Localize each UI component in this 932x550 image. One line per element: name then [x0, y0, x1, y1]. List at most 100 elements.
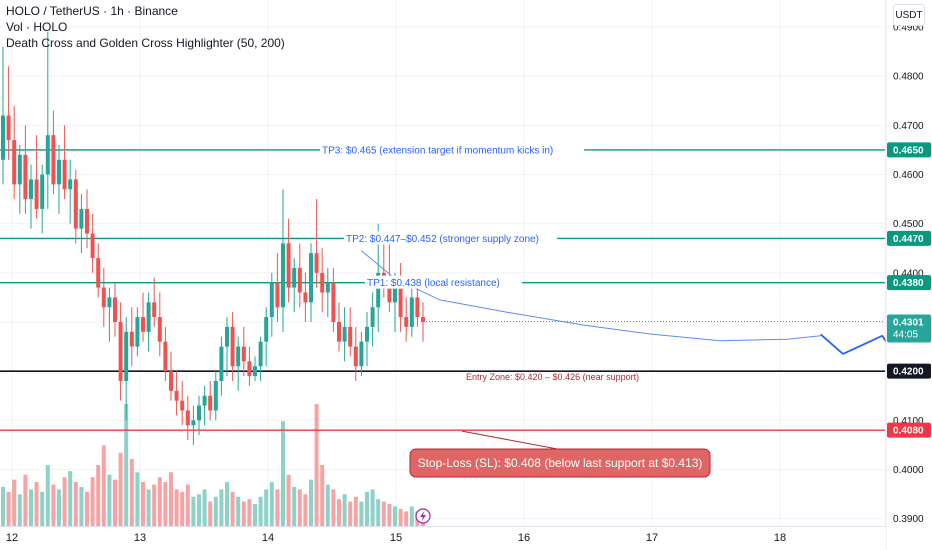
volume-bar	[1, 486, 5, 526]
candle-body	[387, 282, 392, 303]
candle	[241, 326, 246, 377]
candle-body	[6, 115, 11, 141]
candle-body	[258, 341, 263, 367]
cross-indicator-label[interactable]: Death Cross and Golden Cross Highlighter…	[6, 36, 285, 50]
tp3-price-badge: 0.4650	[887, 142, 931, 158]
stop-price-badge: 0.4080	[887, 422, 931, 438]
volume-bar	[185, 484, 190, 526]
candle	[370, 292, 375, 347]
candle-body	[79, 208, 84, 229]
lightning-icon	[415, 508, 431, 524]
candle-body	[146, 302, 151, 332]
volume-bar	[325, 484, 330, 526]
candle	[236, 336, 241, 391]
candle	[163, 326, 168, 381]
candle-body	[174, 390, 179, 401]
badge-text: 0.4470	[893, 234, 924, 245]
tp1-label-text: TP1: $0.438 (local resistance)	[367, 278, 500, 289]
volume-bar	[90, 477, 95, 526]
candle-body	[342, 326, 347, 342]
entry-label-text: Entry Zone: $0.420 – $0.426 (near suppor…	[466, 372, 639, 382]
candle	[23, 125, 28, 214]
price-tick-label: 0.4500	[893, 219, 924, 230]
volume-bar	[157, 477, 162, 526]
volume-bar	[337, 499, 341, 526]
candle	[197, 395, 201, 436]
candle	[314, 199, 319, 288]
volume-bar	[146, 489, 151, 526]
candle-body	[101, 287, 106, 308]
candle	[208, 380, 213, 421]
candle	[12, 105, 17, 200]
candle-body	[208, 395, 213, 411]
candle	[29, 164, 33, 229]
candle-body	[197, 405, 201, 421]
volume-bar	[309, 479, 313, 526]
candle	[331, 267, 336, 332]
currency-unit-label[interactable]: USDT	[893, 4, 925, 26]
volume-bar	[101, 445, 106, 526]
symbol-title[interactable]: HOLO / TetherUS · 1h · Binance	[6, 4, 178, 18]
candle-body	[303, 292, 308, 303]
volume-bar	[174, 489, 179, 526]
volume-bar	[320, 465, 325, 526]
candle-body	[213, 380, 218, 411]
candle-body	[12, 140, 17, 185]
candle	[113, 282, 117, 337]
candle-body	[241, 346, 246, 362]
price-tick-label: 0.4400	[893, 268, 924, 279]
candle-body	[404, 317, 409, 327]
candle-body	[230, 326, 235, 367]
volume-bar	[141, 482, 145, 526]
stop-callout-box	[409, 448, 711, 478]
candle	[202, 385, 207, 426]
candle	[107, 287, 112, 342]
badge-background	[887, 230, 931, 246]
candle	[101, 267, 106, 327]
tp2-price-badge: 0.4470	[887, 230, 931, 246]
volume-bar	[376, 499, 381, 526]
candle-body	[157, 317, 162, 342]
volume-bar	[113, 479, 117, 526]
candle-body	[370, 307, 375, 327]
volume-bar	[387, 504, 392, 526]
time-tick-label: 12	[6, 532, 18, 544]
candle-body	[129, 331, 134, 347]
volume-indicator-label[interactable]: Vol · HOLO	[6, 20, 68, 34]
price-levels	[0, 149, 885, 431]
price-tick-label: 0.4900	[893, 23, 924, 34]
candle	[225, 317, 229, 377]
volume-bar	[17, 494, 22, 526]
candle-body	[163, 341, 168, 372]
time-tick-label: 16	[518, 532, 530, 544]
candle-body	[409, 297, 414, 327]
volume-bar	[230, 491, 235, 526]
volume-bar	[365, 491, 369, 526]
candle-body	[51, 135, 56, 185]
candle	[269, 272, 274, 337]
volume-bar	[225, 482, 229, 526]
volume-bar	[208, 501, 213, 526]
volume-bar	[73, 482, 78, 526]
candle-body	[353, 346, 358, 367]
label-background	[365, 275, 522, 289]
stop-callout-connector	[461, 430, 569, 452]
price-tick-label: 0.4600	[893, 170, 924, 181]
candle-body	[107, 297, 112, 308]
volume-bar	[393, 506, 397, 526]
candle-body	[236, 346, 241, 367]
candle	[152, 277, 157, 327]
candle	[68, 159, 73, 224]
candle-body	[348, 326, 353, 347]
candle	[135, 307, 140, 357]
candle	[62, 125, 67, 200]
candle-body	[359, 341, 364, 367]
candle-body	[169, 371, 173, 391]
candle-body	[325, 282, 330, 293]
candle-body	[376, 272, 381, 308]
candle	[79, 194, 84, 254]
moving-average-line	[361, 250, 821, 342]
volume-bar	[398, 508, 403, 526]
